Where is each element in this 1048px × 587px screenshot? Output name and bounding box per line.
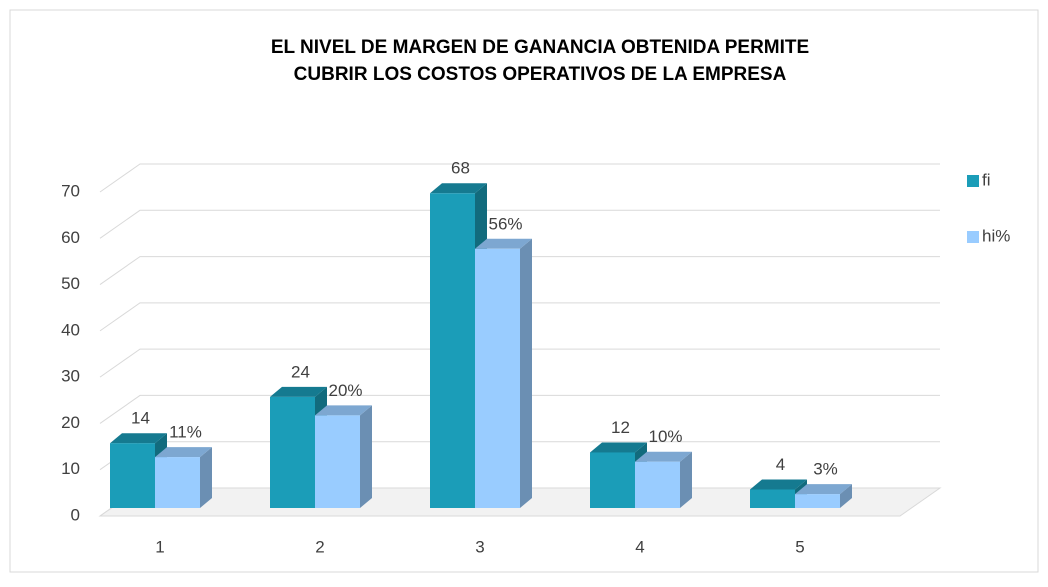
bar [750,489,795,508]
legend-label: fi [982,170,991,189]
grid-line [99,302,940,332]
bar-top [110,433,167,444]
chart-title: CUBRIR LOS COSTOS OPERATIVOS DE LA EMPRE… [294,64,787,85]
legend-swatch [967,175,979,187]
bar-side [840,484,852,508]
bar-side [360,405,372,508]
bar-top [475,238,532,249]
grid-line [99,348,940,378]
value-label: 11% [169,423,202,442]
bar [795,494,840,508]
bar-top [750,479,807,490]
bar [635,461,680,508]
value-label: 24 [291,362,310,381]
bar-side [520,238,532,509]
x-tick-label: 4 [635,537,644,556]
value-label: 12 [611,418,630,437]
x-tick-label: 2 [315,537,324,556]
bar-top [590,442,647,453]
bar [475,248,520,509]
grid-line [99,256,940,285]
bar-top [155,447,212,458]
bar [430,193,475,508]
chart-title: EL NIVEL DE MARGEN DE GANANCIA OBTENIDA … [271,37,809,58]
y-tick-label: 50 [61,274,80,293]
x-tick-label: 1 [155,537,164,556]
bar-top [430,183,487,194]
y-tick-label: 20 [61,413,80,432]
bar-top [795,484,852,495]
y-tick-label: 70 [61,181,80,200]
legend-swatch [967,231,979,243]
bar-side [200,447,212,508]
bar-side [680,451,692,508]
y-tick-label: 30 [61,367,80,386]
bar [315,415,360,508]
value-label: 56% [488,214,522,233]
grid-line [99,163,940,193]
bar [155,457,200,508]
value-label: 10% [648,427,682,446]
grid-line [99,394,940,424]
bar [110,443,155,508]
bar [270,396,315,508]
y-tick-label: 10 [61,459,80,478]
value-label: 68 [451,159,470,178]
x-tick-label: 5 [795,537,804,556]
bar-top [270,386,327,397]
bar-top [635,451,692,462]
grid-line [99,209,940,239]
bar-top [315,405,372,416]
y-tick-label: 60 [61,228,80,247]
y-tick-label: 40 [61,320,80,339]
value-label: 20% [328,381,362,400]
value-label: 14 [131,409,150,428]
legend-label: hi% [982,226,1010,245]
bar [590,452,635,508]
value-label: 3% [813,460,838,479]
y-tick-label: 0 [71,505,80,524]
x-tick-label: 3 [475,537,484,556]
value-label: 4 [776,455,785,474]
